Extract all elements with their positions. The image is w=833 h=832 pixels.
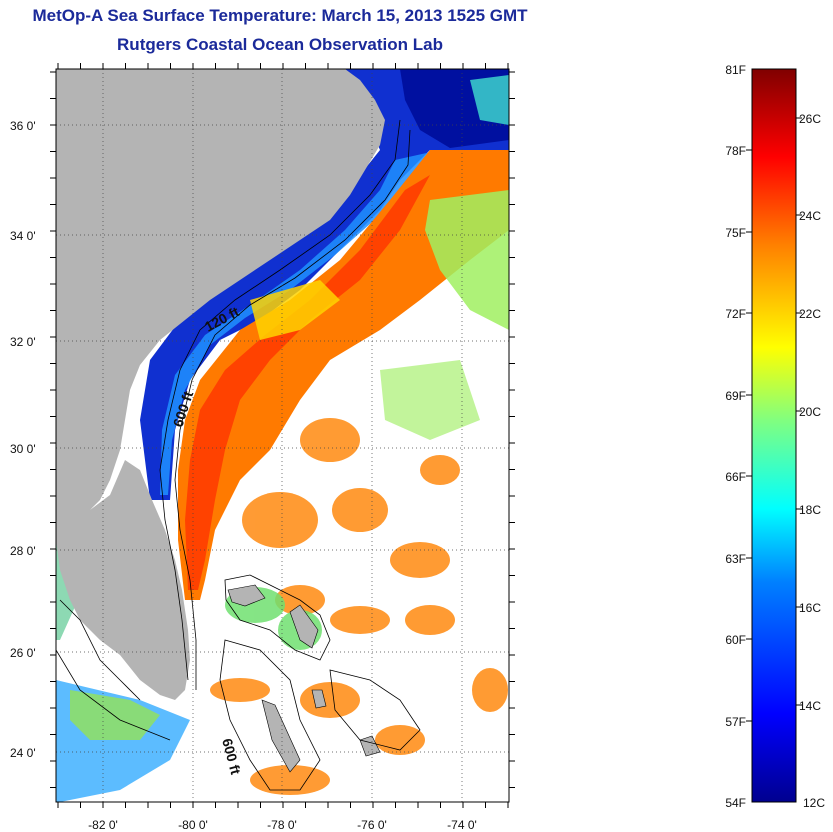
lon-label: -82 0' <box>88 818 118 832</box>
lon-label: -76 0' <box>357 818 387 832</box>
lat-label: 32 0' <box>10 335 36 349</box>
lat-label: 24 0' <box>10 746 36 760</box>
map-title: MetOp-A Sea Surface Temperature: March 1… <box>32 6 528 25</box>
colorbar-label-c: 20C <box>799 405 821 419</box>
lat-label: 36 0' <box>10 119 36 133</box>
map-body <box>56 69 509 802</box>
colorbar-label-c: 18C <box>799 503 821 517</box>
green-water-patch-mid <box>380 360 480 440</box>
colorbar-label-f: 57F <box>725 715 746 729</box>
colorbar-label-f: 75F <box>725 226 746 240</box>
colorbar-label-c: 26C <box>799 112 821 126</box>
lat-label: 34 0' <box>10 229 36 243</box>
colorbar-label-c: 24C <box>799 209 821 223</box>
lon-label: -74 0' <box>447 818 477 832</box>
colorbar-label-c: 14C <box>799 699 821 713</box>
colorbar-label-f: 81F <box>725 63 746 77</box>
colorbar-label-f: 63F <box>725 552 746 566</box>
colorbar-label-f: 66F <box>725 470 746 484</box>
map-subtitle: Rutgers Coastal Ocean Observation Lab <box>117 35 443 54</box>
colorbar-label-f: 69F <box>725 389 746 403</box>
colorbar <box>751 68 797 803</box>
colorbar-label-f: 78F <box>725 144 746 158</box>
lat-label: 30 0' <box>10 442 36 456</box>
colorbar-label-c: 22C <box>799 307 821 321</box>
lat-label: 28 0' <box>10 544 36 558</box>
colorbar-label-f: 60F <box>725 633 746 647</box>
depth-contours <box>56 119 421 791</box>
yellow-water-patch <box>250 280 340 340</box>
colorbar-ticks <box>746 117 802 722</box>
colorbar-label-f: 72F <box>725 307 746 321</box>
colorbar-label-c: 12C <box>803 796 825 810</box>
colorbar-label-f: 54F <box>725 796 746 810</box>
land-mass <box>56 69 385 700</box>
green-water-patch-east <box>425 190 509 330</box>
colorbar-label-c: 16C <box>799 601 821 615</box>
lon-label: -78 0' <box>267 818 297 832</box>
gulf-stream-core <box>185 175 430 590</box>
lat-label: 26 0' <box>10 646 36 660</box>
ne-cyan-water <box>470 75 509 125</box>
south-florida-water-green <box>70 690 160 740</box>
lon-label: -80 0' <box>178 818 208 832</box>
scattered-warm-patches <box>210 418 508 795</box>
gulf-stream-warm-water <box>178 150 509 600</box>
axis-ticks <box>50 63 515 808</box>
